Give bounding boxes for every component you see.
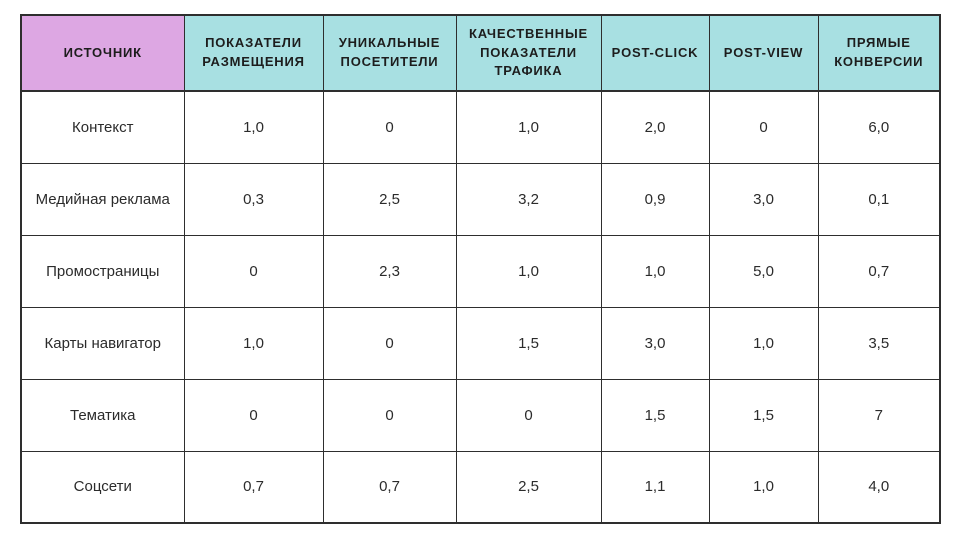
metrics-table-container: ИСТОЧНИК ПОКАЗАТЕЛИ РАЗМЕЩЕНИЯ УНИКАЛЬНЫ… — [20, 14, 941, 524]
value-cell: 0 — [708, 90, 819, 164]
value-cell: 0,3 — [183, 162, 324, 236]
header-cell-direct-conversions: ПРЯМЫЕ КОНВЕРСИИ — [817, 14, 941, 92]
value-cell: 0,9 — [600, 162, 710, 236]
value-cell: 0 — [322, 378, 457, 452]
metrics-table: ИСТОЧНИК ПОКАЗАТЕЛИ РАЗМЕЩЕНИЯ УНИКАЛЬНЫ… — [20, 14, 941, 524]
header-cell-traffic-quality: КАЧЕСТВЕННЫЕ ПОКАЗАТЕЛИ ТРАФИКА — [455, 14, 602, 92]
value-cell: 3,2 — [455, 162, 602, 236]
value-cell: 0 — [183, 378, 324, 452]
value-cell: 1,5 — [600, 378, 710, 452]
value-cell: 6,0 — [817, 90, 941, 164]
table-row: Карты навигатор 1,0 0 1,5 3,0 1,0 3,5 — [20, 306, 941, 380]
table-row: Контекст 1,0 0 1,0 2,0 0 6,0 — [20, 90, 941, 164]
value-cell: 2,3 — [322, 234, 457, 308]
row-label-cell: Медийная реклама — [20, 162, 185, 236]
row-label-cell: Карты навигатор — [20, 306, 185, 380]
value-cell: 0 — [322, 90, 457, 164]
value-cell: 3,0 — [600, 306, 710, 380]
value-cell: 3,0 — [708, 162, 819, 236]
value-cell: 1,0 — [183, 306, 324, 380]
header-cell-post-view: POST-VIEW — [708, 14, 819, 92]
header-cell-post-click: POST-CLICK — [600, 14, 710, 92]
value-cell: 2,5 — [455, 450, 602, 524]
value-cell: 1,0 — [708, 306, 819, 380]
table-row: Тематика 0 0 0 1,5 1,5 7 — [20, 378, 941, 452]
value-cell: 1,5 — [708, 378, 819, 452]
row-label-cell: Контекст — [20, 90, 185, 164]
value-cell: 0,7 — [322, 450, 457, 524]
value-cell: 1,0 — [455, 90, 602, 164]
table-row: Медийная реклама 0,3 2,5 3,2 0,9 3,0 0,1 — [20, 162, 941, 236]
value-cell: 7 — [817, 378, 941, 452]
value-cell: 0 — [455, 378, 602, 452]
value-cell: 1,5 — [455, 306, 602, 380]
value-cell: 1,0 — [183, 90, 324, 164]
value-cell: 1,0 — [708, 450, 819, 524]
header-cell-placement-metrics: ПОКАЗАТЕЛИ РАЗМЕЩЕНИЯ — [183, 14, 324, 92]
value-cell: 5,0 — [708, 234, 819, 308]
value-cell: 0 — [322, 306, 457, 380]
table-row: Соцсети 0,7 0,7 2,5 1,1 1,0 4,0 — [20, 450, 941, 524]
value-cell: 0,7 — [183, 450, 324, 524]
row-label-cell: Промостраницы — [20, 234, 185, 308]
value-cell: 0 — [183, 234, 324, 308]
value-cell: 0,1 — [817, 162, 941, 236]
row-label-cell: Тематика — [20, 378, 185, 452]
header-cell-unique-visitors: УНИКАЛЬНЫЕ ПОСЕТИТЕЛИ — [322, 14, 457, 92]
value-cell: 3,5 — [817, 306, 941, 380]
value-cell: 1,0 — [455, 234, 602, 308]
value-cell: 0,7 — [817, 234, 941, 308]
table-row: Промостраницы 0 2,3 1,0 1,0 5,0 0,7 — [20, 234, 941, 308]
value-cell: 1,0 — [600, 234, 710, 308]
value-cell: 1,1 — [600, 450, 710, 524]
row-label-cell: Соцсети — [20, 450, 185, 524]
header-cell-source: ИСТОЧНИК — [20, 14, 185, 92]
header-row: ИСТОЧНИК ПОКАЗАТЕЛИ РАЗМЕЩЕНИЯ УНИКАЛЬНЫ… — [20, 14, 941, 92]
value-cell: 2,5 — [322, 162, 457, 236]
value-cell: 2,0 — [600, 90, 710, 164]
value-cell: 4,0 — [817, 450, 941, 524]
